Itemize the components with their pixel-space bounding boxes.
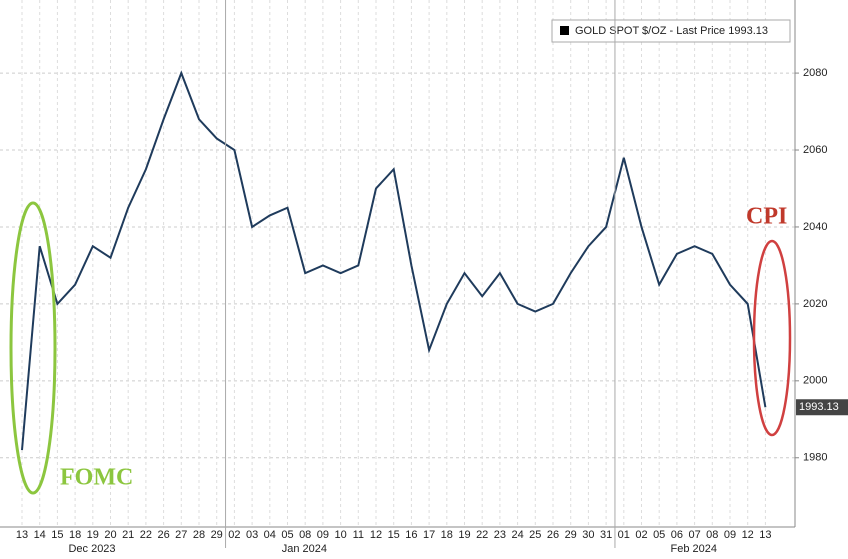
x-tick-label: 09 xyxy=(724,529,736,541)
x-tick-label: 22 xyxy=(140,529,152,541)
x-tick-label: 26 xyxy=(157,529,169,541)
y-tick-label: 2020 xyxy=(803,298,827,310)
x-tick-label: 24 xyxy=(511,529,523,541)
x-tick-label: 08 xyxy=(706,529,718,541)
y-tick-label: 2000 xyxy=(803,375,827,387)
y-tick-label: 1980 xyxy=(803,452,827,464)
x-tick-label: 25 xyxy=(529,529,541,541)
x-tick-label: 05 xyxy=(281,529,293,541)
legend-label: GOLD SPOT $/OZ - Last Price 1993.13 xyxy=(575,25,768,37)
x-tick-label: 19 xyxy=(87,529,99,541)
x-tick-label: 08 xyxy=(299,529,311,541)
x-tick-label: 11 xyxy=(353,529,364,541)
x-tick-label: 27 xyxy=(175,529,187,541)
last-price-box xyxy=(796,399,848,416)
x-tick-label: 04 xyxy=(264,529,276,541)
x-tick-label: 02 xyxy=(635,529,647,541)
x-tick-label: 29 xyxy=(565,529,577,541)
legend-swatch xyxy=(560,26,569,35)
legend-box xyxy=(551,19,791,43)
x-tick-label: 29 xyxy=(211,529,223,541)
x-tick-label: 20 xyxy=(104,529,116,541)
x-tick-label: 15 xyxy=(51,529,63,541)
last-price-label: 1993.13 xyxy=(799,401,839,413)
x-tick-label: 21 xyxy=(122,529,134,541)
annotation: FOMC xyxy=(60,465,133,491)
y-tick-label: 2080 xyxy=(803,67,827,79)
annotation: CPI xyxy=(746,204,787,230)
x-tick-label: 15 xyxy=(388,529,400,541)
x-tick-label: 22 xyxy=(476,529,488,541)
x-tick-label: 09 xyxy=(317,529,329,541)
y-tick-label: 2040 xyxy=(803,221,827,233)
x-tick-label: 06 xyxy=(671,529,683,541)
x-tick-label: 14 xyxy=(34,529,46,541)
x-tick-label: 18 xyxy=(441,529,453,541)
grid xyxy=(0,0,795,527)
x-tick-label: 07 xyxy=(688,529,700,541)
x-tick-label: 31 xyxy=(600,529,612,541)
x-tick-label: 12 xyxy=(370,529,382,541)
cpi-ellipse xyxy=(752,239,792,437)
x-tick-label: 18 xyxy=(69,529,81,541)
x-tick-label: 26 xyxy=(547,529,559,541)
x-tick-label: 12 xyxy=(742,529,754,541)
x-tick-label: 05 xyxy=(653,529,665,541)
x-tick-label: 16 xyxy=(405,529,417,541)
month-label: Jan 2024 xyxy=(282,543,327,555)
y-tick-label: 2060 xyxy=(803,144,827,156)
x-tick-label: 19 xyxy=(458,529,470,541)
price-line xyxy=(21,70,767,451)
plot xyxy=(21,70,767,451)
x-tick-label: 01 xyxy=(618,529,630,541)
x-tick-label: 13 xyxy=(759,529,771,541)
x-tick-label: 13 xyxy=(16,529,28,541)
x-tick-label: 28 xyxy=(193,529,205,541)
x-tick-label: 10 xyxy=(334,529,346,541)
month-label: Dec 2023 xyxy=(68,543,115,555)
x-tick-label: 03 xyxy=(246,529,258,541)
x-tick-label: 17 xyxy=(423,529,435,541)
month-label: Feb 2024 xyxy=(671,543,717,555)
fomc-ellipse xyxy=(9,201,57,495)
x-tick-label: 02 xyxy=(228,529,240,541)
x-tick-label: 23 xyxy=(494,529,506,541)
x-tick-label: 30 xyxy=(582,529,594,541)
